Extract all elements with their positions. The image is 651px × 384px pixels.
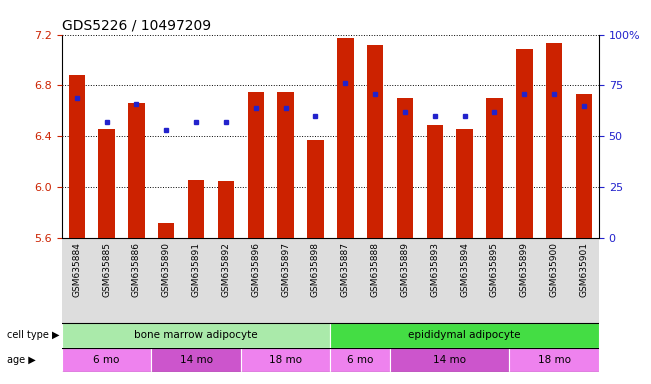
Bar [546, 43, 562, 238]
Text: GSM635891: GSM635891 [191, 242, 201, 297]
Bar [68, 75, 85, 238]
Text: bone marrow adipocyte: bone marrow adipocyte [134, 330, 258, 340]
Text: epididymal adipocyte: epididymal adipocyte [408, 330, 521, 340]
Text: GSM635890: GSM635890 [162, 242, 171, 297]
Text: GSM635892: GSM635892 [221, 242, 230, 297]
Bar [575, 94, 592, 238]
Text: 18 mo: 18 mo [538, 355, 571, 365]
Text: age ▶: age ▶ [7, 355, 35, 365]
Bar [62, 323, 331, 348]
Text: GDS5226 / 10497209: GDS5226 / 10497209 [62, 18, 211, 32]
Bar [516, 48, 533, 238]
Text: 14 mo: 14 mo [180, 355, 213, 365]
Bar [396, 98, 413, 238]
Bar [330, 323, 599, 348]
Bar [456, 129, 473, 238]
Bar [62, 348, 151, 372]
Text: GSM635896: GSM635896 [251, 242, 260, 297]
Bar [367, 45, 383, 238]
Text: GSM635885: GSM635885 [102, 242, 111, 297]
Text: GSM635899: GSM635899 [520, 242, 529, 297]
Text: GSM635894: GSM635894 [460, 242, 469, 297]
Text: GSM635897: GSM635897 [281, 242, 290, 297]
Text: GSM635884: GSM635884 [72, 242, 81, 297]
Text: GSM635900: GSM635900 [549, 242, 559, 297]
Bar [337, 38, 353, 238]
Text: 6 mo: 6 mo [93, 355, 120, 365]
Bar [510, 348, 599, 372]
Text: 6 mo: 6 mo [347, 355, 374, 365]
Text: GSM635888: GSM635888 [370, 242, 380, 297]
Text: GSM635901: GSM635901 [579, 242, 589, 297]
Text: cell type ▶: cell type ▶ [7, 330, 59, 340]
Bar [217, 181, 234, 238]
Bar [307, 140, 324, 238]
Bar [158, 223, 174, 238]
Bar [188, 180, 204, 238]
Bar [426, 125, 443, 238]
Bar [98, 129, 115, 238]
Bar [390, 348, 510, 372]
Bar [128, 103, 145, 238]
Text: GSM635887: GSM635887 [341, 242, 350, 297]
Text: GSM635893: GSM635893 [430, 242, 439, 297]
Bar [247, 92, 264, 238]
Text: GSM635898: GSM635898 [311, 242, 320, 297]
Bar [330, 348, 390, 372]
Text: GSM635889: GSM635889 [400, 242, 409, 297]
Text: GSM635886: GSM635886 [132, 242, 141, 297]
Bar [241, 348, 330, 372]
Bar [486, 98, 503, 238]
Text: GSM635895: GSM635895 [490, 242, 499, 297]
Text: 14 mo: 14 mo [433, 355, 466, 365]
Bar [151, 348, 241, 372]
Text: 18 mo: 18 mo [269, 355, 302, 365]
Bar [277, 92, 294, 238]
